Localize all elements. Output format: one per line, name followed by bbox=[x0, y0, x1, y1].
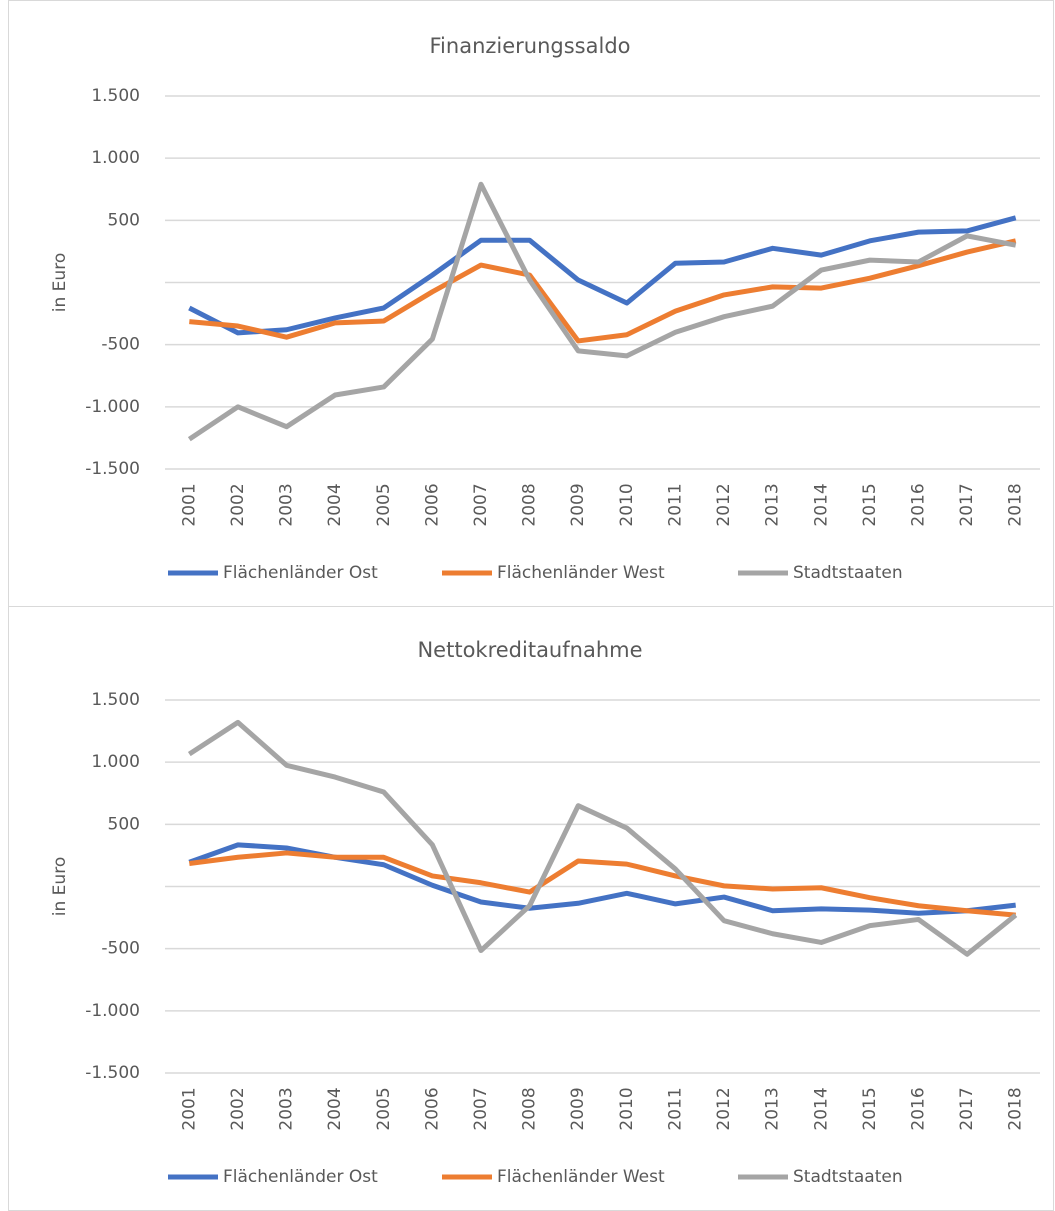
x-tick-label: 2007 bbox=[471, 483, 491, 526]
y-tick-label: -500 bbox=[101, 335, 140, 355]
x-tick-label: 2009 bbox=[568, 1087, 588, 1130]
x-tick-label: 2016 bbox=[908, 1087, 928, 1130]
x-tick-label: 2012 bbox=[714, 483, 734, 526]
chart-title: Nettokreditaufnahme bbox=[417, 638, 642, 662]
x-tick-label: 2016 bbox=[908, 483, 928, 526]
x-tick-label: 2013 bbox=[763, 1087, 783, 1130]
x-tick-label: 2005 bbox=[374, 1087, 394, 1130]
x-tick-label: 2003 bbox=[277, 1087, 297, 1130]
x-tick-label: 2001 bbox=[179, 483, 199, 526]
x-tick-label: 2013 bbox=[763, 483, 783, 526]
y-tick-label: 1.500 bbox=[91, 86, 140, 106]
y-axis-label: in Euro bbox=[50, 253, 70, 312]
x-tick-label: 2006 bbox=[422, 1087, 442, 1130]
x-tick-label: 2001 bbox=[179, 1087, 199, 1130]
x-tick-label: 2007 bbox=[471, 1087, 491, 1130]
x-tick-label: 2004 bbox=[325, 483, 345, 526]
legend-label: Stadtstaaten bbox=[793, 563, 903, 583]
y-tick-label: 1.000 bbox=[91, 148, 140, 168]
x-tick-label: 2015 bbox=[860, 1087, 880, 1130]
series-line bbox=[188, 850, 1016, 918]
x-tick-label: 2018 bbox=[1006, 1087, 1026, 1130]
y-tick-label: -1.000 bbox=[85, 1001, 140, 1021]
x-tick-label: 2006 bbox=[422, 483, 442, 526]
y-tick-label: -1.000 bbox=[85, 397, 140, 417]
y-tick-label: 1.500 bbox=[91, 690, 140, 710]
series-line bbox=[187, 719, 1018, 957]
legend-label: Stadtstaaten bbox=[793, 1167, 903, 1187]
y-tick-label: 500 bbox=[108, 210, 140, 230]
x-tick-label: 2015 bbox=[860, 483, 880, 526]
x-tick-label: 2008 bbox=[520, 1087, 540, 1130]
y-tick-label: -1.500 bbox=[85, 459, 140, 479]
series-line bbox=[188, 215, 1017, 336]
x-tick-label: 2005 bbox=[374, 483, 394, 526]
x-tick-label: 2002 bbox=[228, 1087, 248, 1130]
y-axis-label: in Euro bbox=[50, 857, 70, 916]
x-tick-label: 2014 bbox=[811, 1087, 831, 1130]
x-tick-label: 2018 bbox=[1006, 483, 1026, 526]
y-tick-label: -500 bbox=[101, 939, 140, 959]
x-tick-label: 2012 bbox=[714, 1087, 734, 1130]
x-tick-label: 2010 bbox=[617, 1087, 637, 1130]
x-tick-label: 2003 bbox=[277, 483, 297, 526]
legend-label: Flächenländer Ost bbox=[223, 1167, 378, 1187]
y-tick-label: 1.000 bbox=[91, 752, 140, 772]
x-tick-label: 2010 bbox=[617, 483, 637, 526]
x-tick-label: 2008 bbox=[520, 483, 540, 526]
legend-label: Flächenländer West bbox=[497, 563, 665, 583]
series-line bbox=[189, 238, 1017, 344]
y-tick-label: 500 bbox=[108, 814, 140, 834]
x-tick-label: 2014 bbox=[811, 483, 831, 526]
x-tick-label: 2017 bbox=[957, 483, 977, 526]
x-tick-label: 2017 bbox=[957, 1087, 977, 1130]
legend-label: Flächenländer Ost bbox=[223, 563, 378, 583]
x-tick-label: 2011 bbox=[665, 1087, 685, 1130]
legend-label: Flächenländer West bbox=[497, 1167, 665, 1187]
x-tick-label: 2002 bbox=[228, 483, 248, 526]
x-tick-label: 2004 bbox=[325, 1087, 345, 1130]
y-tick-label: -1.500 bbox=[85, 1063, 140, 1083]
x-tick-label: 2011 bbox=[665, 483, 685, 526]
chart-title: Finanzierungssaldo bbox=[430, 34, 631, 58]
x-tick-label: 2009 bbox=[568, 483, 588, 526]
series-line bbox=[187, 181, 1017, 442]
